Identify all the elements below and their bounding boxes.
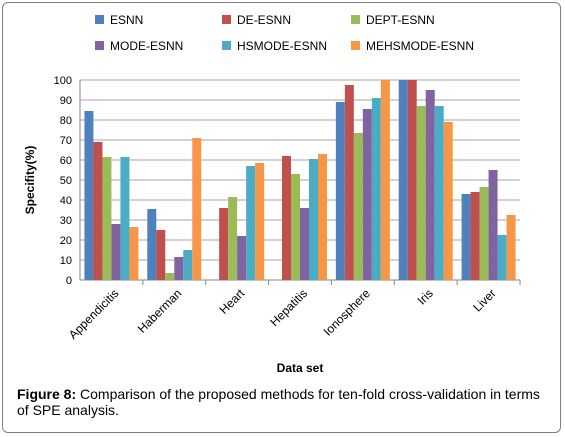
bar-de-esnn-heart	[219, 208, 229, 280]
y-tick-label: 40	[60, 195, 72, 207]
legend-swatch-de-esnn	[222, 15, 231, 24]
legend-swatch-esnn	[95, 15, 104, 24]
y-tick-label: 50	[60, 175, 72, 187]
y-axis-title: Specifity(%)	[23, 146, 37, 215]
y-tick-label: 70	[60, 135, 72, 147]
bar-hsmode-esnn-haberman	[183, 250, 193, 280]
legend-label-dept-esnn: DEPT-ESNN	[366, 13, 435, 27]
bar-mode-esnn-hepatitis	[300, 208, 309, 280]
legend-swatch-dept-esnn	[351, 15, 360, 24]
y-tick-label: 0	[66, 275, 72, 287]
bar-de-esnn-appendicitis	[93, 142, 103, 280]
x-category-label: Appendicitis	[66, 286, 122, 342]
bar-mehsmode-esnn-liver	[506, 215, 516, 280]
bar-hsmode-esnn-liver	[497, 235, 507, 280]
figure-caption: Figure 8: Comparison of the proposed met…	[17, 386, 552, 418]
bar-dept-esnn-haberman	[165, 273, 175, 280]
bar-hsmode-esnn-ionosphere	[371, 98, 381, 280]
legend-swatch-mode-esnn	[95, 41, 104, 50]
bar-mode-esnn-liver	[488, 170, 498, 280]
legend-label-mode-esnn: MODE-ESNN	[110, 39, 183, 53]
legend-swatch-hsmode-esnn	[222, 41, 231, 50]
caption-text: Comparison of the proposed methods for t…	[17, 386, 540, 418]
x-category-label: Liver	[470, 286, 498, 314]
bar-mode-esnn-heart	[237, 236, 247, 280]
legend-label-hsmode-esnn: HSMODE-ESNN	[237, 39, 327, 53]
bar-de-esnn-hepatitis	[282, 156, 291, 280]
legend-label-esnn: ESNN	[110, 13, 143, 27]
y-tick-label: 10	[60, 255, 72, 267]
bar-dept-esnn-hepatitis	[291, 174, 300, 280]
bar-mehsmode-esnn-heart	[255, 163, 265, 280]
y-tick-label: 90	[60, 95, 72, 107]
y-tick-label: 80	[60, 115, 72, 127]
legend-swatch-mehsmode-esnn	[351, 41, 360, 50]
x-category-label: Ionosphere	[321, 286, 374, 339]
y-tick-label: 20	[60, 235, 72, 247]
bar-dept-esnn-heart	[228, 197, 238, 280]
bar-dept-esnn-iris	[416, 106, 426, 280]
bar-mehsmode-esnn-ionosphere	[380, 80, 390, 280]
bar-dept-esnn-liver	[479, 187, 489, 280]
y-tick-label: 100	[54, 75, 72, 87]
y-tick-label: 30	[60, 215, 72, 227]
x-axis-title: Data set	[277, 361, 324, 375]
bar-hsmode-esnn-iris	[434, 106, 444, 280]
bar-dept-esnn-appendicitis	[102, 157, 112, 280]
bar-mehsmode-esnn-iris	[443, 122, 453, 280]
bar-esnn-iris	[398, 80, 408, 280]
bar-mehsmode-esnn-appendicitis	[129, 227, 139, 280]
x-category-label: Haberman	[135, 286, 185, 336]
bar-mode-esnn-haberman	[174, 257, 184, 280]
x-category-label: Heart	[217, 286, 248, 317]
y-tick-label: 60	[60, 155, 72, 167]
legend-label-mehsmode-esnn: MEHSMODE-ESNN	[366, 39, 474, 53]
bar-esnn-appendicitis	[84, 111, 94, 280]
figure-label: Figure 8:	[17, 386, 77, 402]
bar-mode-esnn-appendicitis	[111, 224, 121, 280]
bar-mode-esnn-ionosphere	[362, 109, 372, 280]
bar-hsmode-esnn-heart	[246, 166, 256, 280]
bar-hsmode-esnn-hepatitis	[309, 159, 318, 280]
bar-esnn-liver	[461, 194, 471, 280]
bar-de-esnn-liver	[470, 192, 480, 280]
bar-mehsmode-esnn-haberman	[192, 138, 202, 280]
x-category-label: Iris	[415, 286, 436, 307]
bar-dept-esnn-ionosphere	[353, 133, 363, 280]
bar-de-esnn-haberman	[156, 230, 166, 280]
x-category-label: Hepatitis	[267, 286, 310, 329]
bar-esnn-haberman	[147, 209, 157, 280]
bar-esnn-ionosphere	[335, 102, 345, 280]
bar-mode-esnn-iris	[425, 90, 435, 280]
bar-de-esnn-iris	[407, 80, 417, 280]
bar-hsmode-esnn-appendicitis	[120, 157, 130, 280]
bar-mehsmode-esnn-hepatitis	[318, 154, 327, 280]
legend-label-de-esnn: DE-ESNN	[237, 13, 291, 27]
bar-de-esnn-ionosphere	[344, 85, 354, 280]
